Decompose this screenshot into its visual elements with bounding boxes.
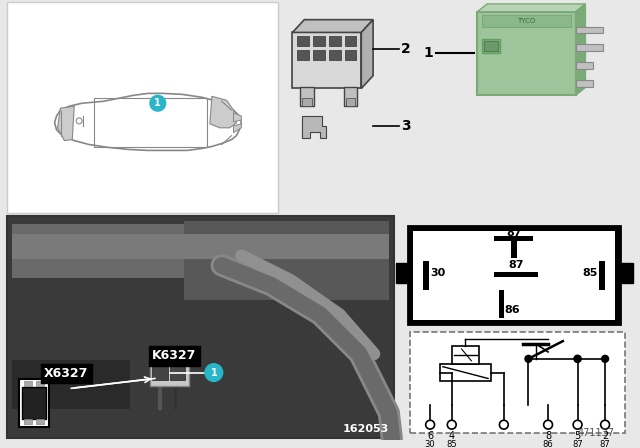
Bar: [184, 221, 389, 300]
Circle shape: [543, 420, 552, 429]
Text: 3: 3: [401, 119, 410, 133]
Bar: [302, 98, 312, 106]
Text: 471137: 471137: [578, 427, 615, 438]
Bar: [346, 98, 355, 106]
Bar: [152, 363, 168, 380]
Circle shape: [525, 355, 532, 362]
Bar: [313, 50, 325, 60]
Text: 86: 86: [505, 305, 520, 314]
Bar: [36, 381, 44, 386]
Polygon shape: [575, 80, 593, 86]
Text: 1: 1: [211, 368, 217, 378]
Bar: [12, 234, 389, 258]
Polygon shape: [292, 20, 373, 32]
Text: 2: 2: [602, 431, 608, 441]
Polygon shape: [575, 26, 603, 34]
Bar: [408, 226, 620, 324]
Bar: [292, 32, 362, 88]
Text: 1: 1: [423, 46, 433, 60]
Polygon shape: [210, 96, 236, 128]
Bar: [298, 50, 309, 60]
Bar: [8, 2, 278, 213]
Bar: [484, 41, 498, 51]
Polygon shape: [234, 113, 241, 122]
Text: 85: 85: [582, 268, 598, 278]
Bar: [24, 381, 32, 386]
Bar: [452, 346, 479, 364]
Text: 5: 5: [575, 431, 580, 441]
Text: 87: 87: [508, 260, 524, 271]
Text: 8: 8: [545, 431, 551, 441]
Text: 4: 4: [449, 431, 455, 441]
Bar: [170, 363, 186, 380]
Bar: [329, 36, 340, 46]
Text: 30: 30: [425, 440, 435, 448]
Bar: [329, 50, 340, 60]
Bar: [24, 419, 32, 424]
Circle shape: [447, 420, 456, 429]
Text: 85: 85: [447, 440, 457, 448]
Bar: [8, 216, 394, 439]
Bar: [396, 263, 410, 283]
Bar: [423, 261, 429, 290]
Circle shape: [574, 355, 581, 362]
Text: X6327: X6327: [44, 367, 88, 380]
Bar: [344, 86, 357, 106]
Bar: [511, 236, 516, 258]
Bar: [12, 360, 131, 409]
Polygon shape: [54, 93, 241, 151]
Bar: [300, 86, 314, 106]
Text: TYCO: TYCO: [517, 17, 536, 24]
Bar: [440, 364, 491, 381]
Text: 30: 30: [430, 268, 445, 278]
Text: 2: 2: [401, 42, 410, 56]
Bar: [22, 388, 45, 419]
Circle shape: [499, 420, 508, 429]
Circle shape: [601, 420, 609, 429]
Text: 86: 86: [543, 440, 554, 448]
Bar: [12, 224, 389, 278]
Bar: [482, 39, 500, 53]
Bar: [413, 231, 615, 319]
Text: 6: 6: [427, 431, 433, 441]
Polygon shape: [234, 124, 241, 133]
Polygon shape: [362, 20, 373, 88]
Circle shape: [205, 364, 223, 381]
Bar: [477, 12, 575, 95]
Circle shape: [426, 420, 435, 429]
Circle shape: [602, 355, 609, 362]
Bar: [344, 36, 356, 46]
Bar: [494, 236, 533, 241]
Circle shape: [573, 420, 582, 429]
Bar: [313, 36, 325, 46]
Text: 87: 87: [506, 228, 522, 238]
Bar: [36, 419, 44, 424]
Bar: [482, 15, 571, 26]
Text: 87: 87: [572, 440, 583, 448]
Bar: [618, 263, 632, 283]
Bar: [499, 290, 504, 318]
Text: 1: 1: [154, 98, 161, 108]
Polygon shape: [575, 62, 593, 69]
Bar: [19, 379, 49, 426]
Bar: [150, 359, 189, 386]
Bar: [599, 261, 605, 290]
Polygon shape: [302, 116, 326, 138]
Text: K6327: K6327: [152, 349, 196, 362]
Circle shape: [150, 95, 166, 111]
Bar: [344, 50, 356, 60]
Polygon shape: [58, 106, 74, 141]
Bar: [494, 272, 538, 277]
Polygon shape: [575, 4, 586, 95]
Circle shape: [574, 355, 581, 362]
Text: 162053: 162053: [343, 424, 389, 434]
Bar: [410, 332, 625, 433]
Text: 87: 87: [600, 440, 611, 448]
Bar: [298, 36, 309, 46]
Polygon shape: [477, 4, 586, 12]
Polygon shape: [575, 44, 603, 51]
